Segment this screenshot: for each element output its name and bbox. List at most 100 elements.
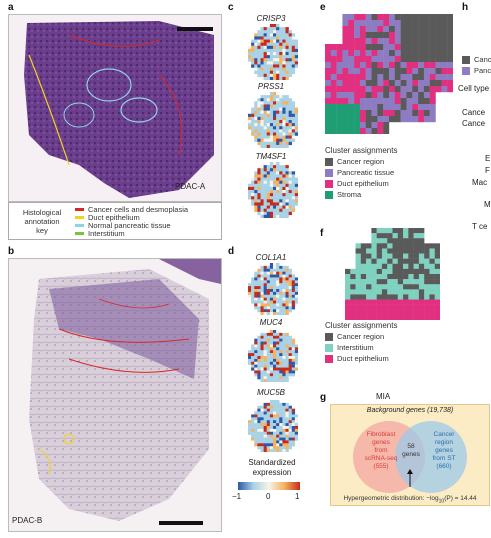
spot <box>355 274 362 280</box>
spot <box>294 347 299 351</box>
panel-h-legend-item: Panc <box>462 65 491 76</box>
spot <box>269 58 274 62</box>
spot <box>266 214 271 219</box>
spot <box>276 274 280 278</box>
spot <box>288 437 292 441</box>
spot <box>254 55 258 59</box>
spot <box>269 24 274 28</box>
spot <box>282 449 286 453</box>
spot <box>266 417 271 421</box>
spot <box>285 67 289 71</box>
spot <box>269 48 274 53</box>
spot <box>418 289 425 295</box>
spot <box>377 20 384 27</box>
spot <box>394 26 401 33</box>
spot <box>269 379 274 383</box>
spot <box>429 304 435 310</box>
spot <box>257 196 261 200</box>
spot <box>257 274 261 278</box>
spot <box>257 277 261 281</box>
spot <box>269 370 274 374</box>
spot <box>273 443 277 447</box>
spot <box>266 356 271 360</box>
spot <box>285 344 289 348</box>
spot <box>354 50 361 57</box>
spot <box>269 420 274 424</box>
spot <box>266 446 271 450</box>
spot <box>266 67 271 71</box>
spot <box>406 68 413 75</box>
spot <box>282 55 286 59</box>
spot <box>257 286 261 290</box>
spot <box>447 86 454 93</box>
spot <box>248 294 252 298</box>
spot <box>447 56 454 63</box>
spot <box>254 132 258 136</box>
spot <box>263 199 267 203</box>
spot <box>257 356 261 360</box>
expression-legend-title: Standardized expression <box>232 458 312 478</box>
spot <box>279 373 283 377</box>
spot <box>394 86 401 93</box>
spot <box>263 286 267 290</box>
spot <box>254 286 258 290</box>
spot <box>282 370 286 374</box>
spot <box>279 411 283 415</box>
spot <box>330 122 337 129</box>
sample-label-pdac-b: PDAC-B <box>12 516 43 525</box>
spot <box>269 376 274 380</box>
spot <box>279 132 283 136</box>
spot <box>288 283 292 287</box>
spot <box>276 101 280 105</box>
spot <box>365 44 372 51</box>
spot <box>276 426 280 430</box>
spot <box>260 431 264 435</box>
spot <box>359 86 366 93</box>
spot <box>291 64 296 68</box>
spot <box>269 42 274 46</box>
spot <box>285 193 289 197</box>
spot <box>260 171 264 175</box>
spot <box>394 14 401 21</box>
spot <box>257 138 261 142</box>
spot <box>266 183 271 188</box>
spot <box>354 32 361 39</box>
spot <box>260 30 264 34</box>
spot <box>276 36 280 40</box>
spot <box>282 202 286 206</box>
panel-h-fragment: Cance <box>462 119 486 128</box>
spot <box>418 20 425 27</box>
spot <box>276 199 280 203</box>
spot <box>273 52 277 56</box>
spot <box>251 180 255 184</box>
cluster-legend-item: Duct epithelium <box>325 178 397 189</box>
spot <box>266 180 271 184</box>
spot <box>342 110 349 117</box>
spot <box>276 289 280 293</box>
spot <box>269 405 274 409</box>
spot <box>294 48 299 53</box>
spot <box>288 268 292 272</box>
spot <box>291 350 296 354</box>
spot <box>263 274 267 278</box>
cluster-legend-f: Cluster assignments Cancer region Inters… <box>325 320 397 364</box>
spot <box>389 80 396 87</box>
spot <box>266 42 271 46</box>
spot <box>260 297 264 301</box>
spot <box>276 24 280 28</box>
spot <box>424 294 430 300</box>
spot <box>276 449 280 453</box>
spot <box>273 55 277 59</box>
spot <box>354 116 361 123</box>
spot <box>254 183 258 188</box>
spot <box>434 299 441 305</box>
spot <box>365 26 372 33</box>
spot <box>273 177 277 181</box>
spot <box>291 33 296 37</box>
spot <box>273 335 277 339</box>
spot <box>254 70 258 74</box>
spot <box>273 199 277 203</box>
spot <box>257 107 261 111</box>
spot <box>360 294 367 300</box>
spot <box>291 420 296 424</box>
